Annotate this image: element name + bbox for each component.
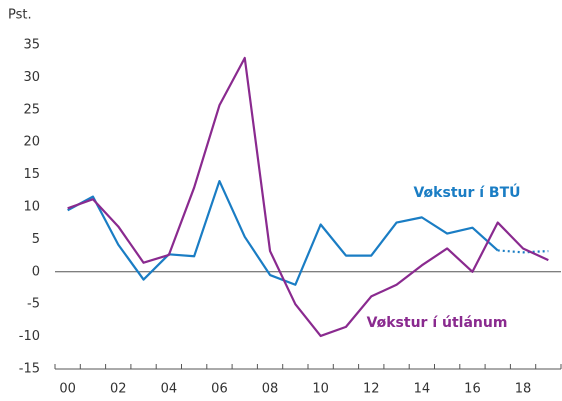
x-tick-label: 08 bbox=[262, 382, 279, 397]
y-tick-label: 25 bbox=[23, 102, 40, 117]
x-tick-label: 14 bbox=[414, 382, 431, 397]
x-tick-label: 10 bbox=[312, 382, 329, 397]
y-tick-label: -10 bbox=[19, 329, 40, 344]
y-axis-label: Pst. bbox=[8, 8, 32, 23]
x-tick-label: 18 bbox=[515, 382, 532, 397]
y-tick-label: 0 bbox=[32, 264, 40, 279]
y-tick-label: 20 bbox=[23, 135, 40, 150]
line bbox=[497, 249, 549, 254]
y-tick-label: -15 bbox=[19, 362, 40, 377]
y-tick-label: 10 bbox=[23, 200, 40, 215]
y-tick-label: 30 bbox=[23, 70, 40, 85]
line bbox=[67, 56, 549, 338]
series-label: Vøkstur í útlánum bbox=[367, 315, 508, 331]
x-tick-label: 04 bbox=[161, 382, 178, 397]
y-tick-label: 35 bbox=[23, 38, 40, 53]
x-tick-label: 00 bbox=[59, 382, 76, 397]
y-tick-label: -5 bbox=[27, 297, 40, 312]
series-label: Vøkstur í BTÚ bbox=[413, 183, 520, 201]
x-tick-label: 12 bbox=[363, 382, 380, 397]
x-tick-label: 02 bbox=[110, 382, 127, 397]
x-tick-label: 06 bbox=[211, 382, 228, 397]
y-tick-label: 5 bbox=[32, 232, 40, 247]
y-tick-label: 15 bbox=[23, 167, 40, 182]
x-tick-label: 16 bbox=[464, 382, 481, 397]
